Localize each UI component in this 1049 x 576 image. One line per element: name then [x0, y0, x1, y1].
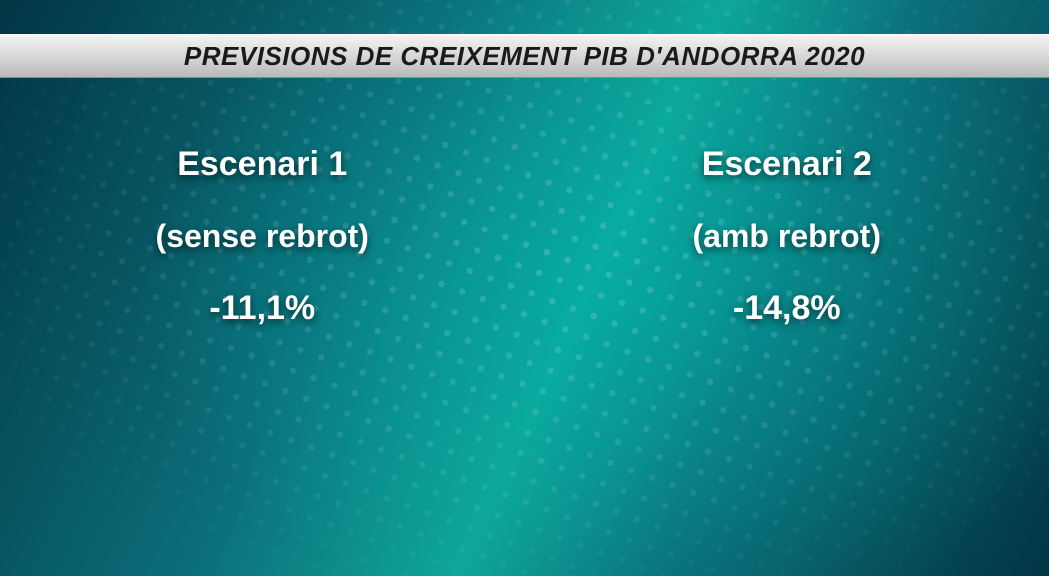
scenario-left-heading: Escenari 1	[177, 145, 347, 184]
scenario-right-value: -14,8%	[733, 289, 841, 328]
scenario-columns: Escenari 1 (sense rebrot) -11,1% Escenar…	[0, 135, 1049, 576]
scenario-left-sub: (sense rebrot)	[156, 218, 369, 255]
title-bar: PREVISIONS DE CREIXEMENT PIB D'ANDORRA 2…	[0, 34, 1049, 78]
title-text: PREVISIONS DE CREIXEMENT PIB D'ANDORRA 2…	[184, 41, 865, 72]
scenario-right-heading: Escenari 2	[702, 145, 872, 184]
scenario-right-sub: (amb rebrot)	[693, 218, 881, 255]
scenario-left: Escenari 1 (sense rebrot) -11,1%	[0, 135, 525, 576]
scenario-left-value: -11,1%	[209, 289, 315, 328]
scenario-right: Escenari 2 (amb rebrot) -14,8%	[525, 135, 1049, 576]
